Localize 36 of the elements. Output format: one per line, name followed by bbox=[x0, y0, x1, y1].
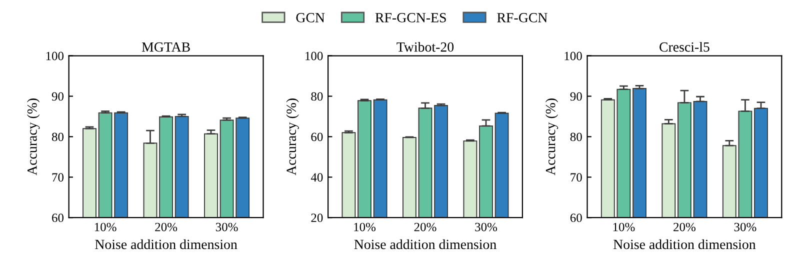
y-axis-title: Accuracy (%) bbox=[286, 98, 299, 176]
x-tick-label: 30% bbox=[216, 222, 238, 232]
y-tick-label: 80 bbox=[311, 92, 323, 101]
y-tick-label: 60 bbox=[52, 214, 64, 222]
x-tick-label: 10% bbox=[354, 222, 376, 232]
y-tick-label: 90 bbox=[52, 92, 64, 101]
y-tick-label: 60 bbox=[570, 214, 582, 222]
x-tick-label: 30% bbox=[475, 222, 498, 232]
y-tick-label: 70 bbox=[570, 173, 582, 182]
x-tick-label: 30% bbox=[734, 222, 756, 232]
legend-label: RF-GCN-ES bbox=[375, 13, 446, 22]
y-tick-label: 100 bbox=[564, 52, 582, 60]
chart-title: Cresci-l5 bbox=[660, 42, 710, 52]
y-tick-label: 100 bbox=[306, 52, 323, 60]
x-tick-label: 20% bbox=[155, 222, 178, 232]
y-tick-label: 100 bbox=[46, 52, 64, 60]
chart-title: MGTAB bbox=[142, 42, 190, 52]
y-tick-label: 80 bbox=[52, 132, 64, 142]
x-tick-label: 20% bbox=[674, 222, 696, 232]
legend-label: GCN bbox=[296, 13, 325, 22]
x-tick-label: 10% bbox=[94, 222, 116, 232]
y-tick-label: 90 bbox=[570, 92, 582, 101]
y-axis-title: Accuracy (%) bbox=[27, 98, 40, 176]
x-tick-label: 20% bbox=[414, 222, 436, 232]
x-axis-title: Noise addition dimension bbox=[613, 239, 756, 250]
x-tick-label: 10% bbox=[613, 222, 635, 232]
y-tick-label: 80 bbox=[570, 132, 582, 142]
legend-label: RF-GCN bbox=[497, 13, 548, 22]
y-tick-label: 70 bbox=[52, 173, 64, 182]
x-axis-title: Noise addition dimension bbox=[95, 239, 238, 250]
chart-title: Twibot-20 bbox=[396, 42, 454, 52]
y-axis-title: Accuracy (%) bbox=[545, 98, 558, 176]
y-tick-label: 40 bbox=[310, 173, 323, 182]
y-tick-label: 20 bbox=[311, 214, 323, 222]
x-axis-title: Noise addition dimension bbox=[354, 239, 496, 250]
y-tick-label: 60 bbox=[311, 132, 323, 142]
